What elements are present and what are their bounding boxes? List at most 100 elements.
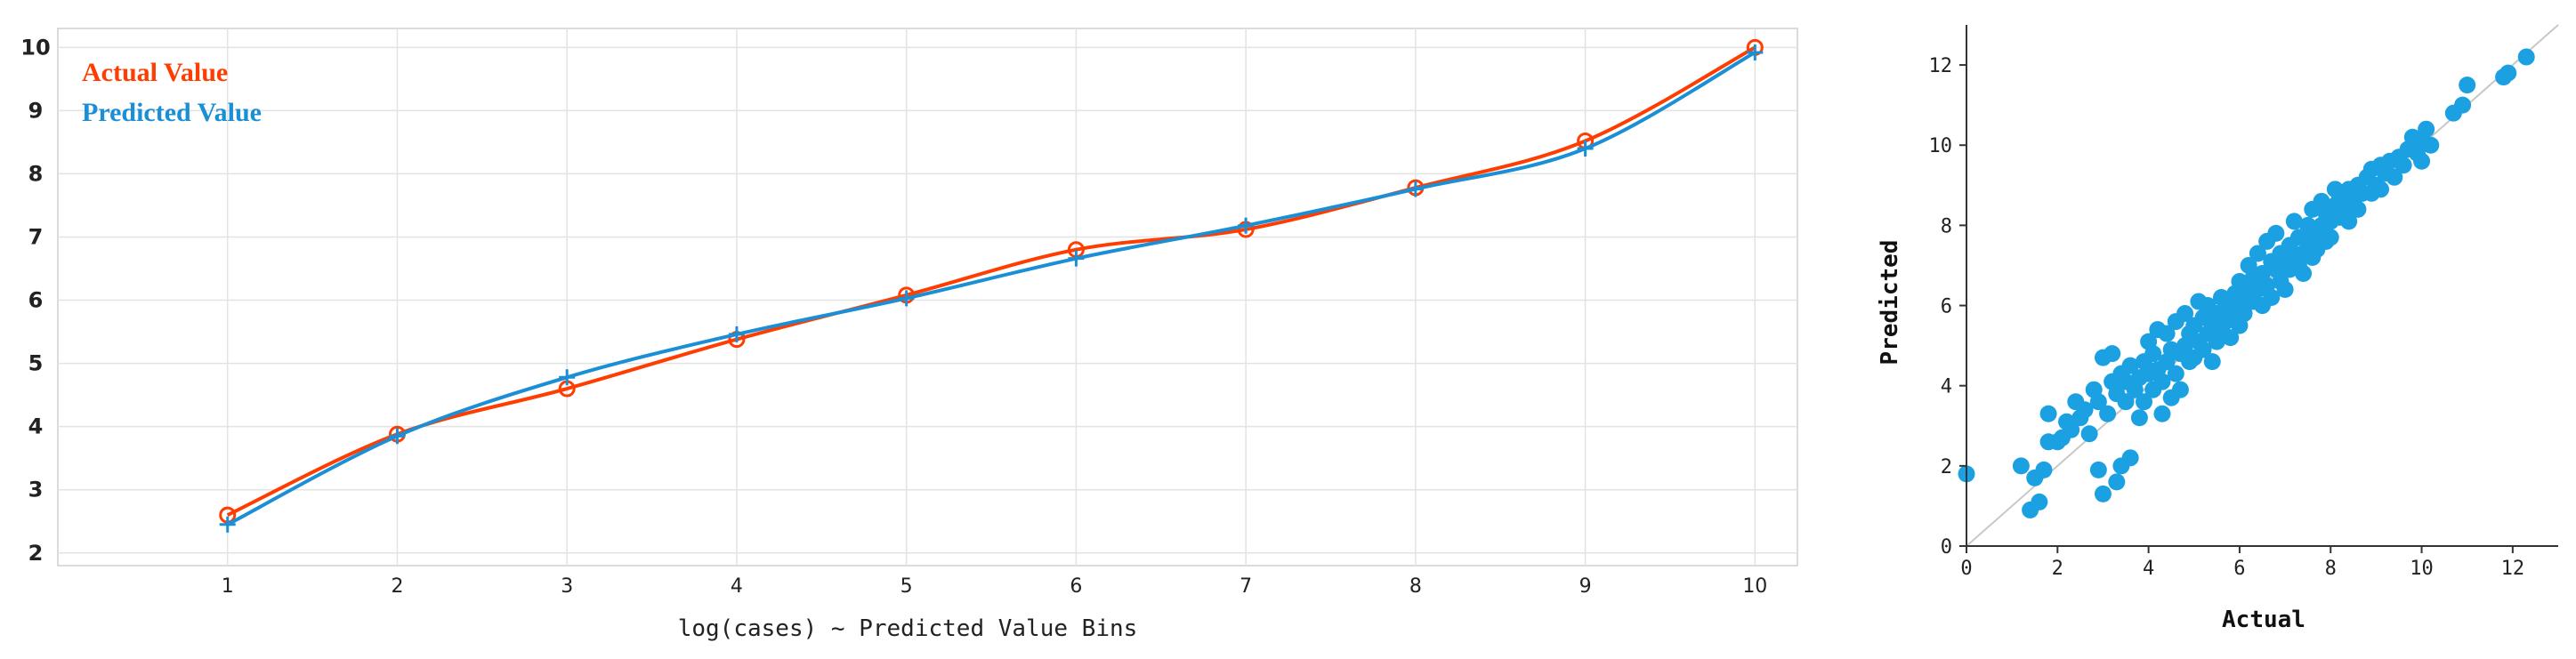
scatter-point [2089,461,2107,478]
series-line-predicted-value [226,51,1756,526]
scatter-point [2076,401,2094,419]
scatter-point [2158,325,2176,342]
point-predicted-value [559,369,576,386]
scatter-point [2372,181,2389,198]
scatter-point [2039,405,2057,422]
x-tick-label: 5 [900,575,913,598]
line-y-ticks: 2 3 4 5 6 7 8 9 10 [20,35,50,565]
y-tick-label: 4 [28,414,44,439]
scatter-point [2349,200,2367,218]
y-tick-label: 12 [1929,55,1953,77]
scatter-point [2249,245,2266,262]
scatter-point [2080,425,2098,443]
y-tick-label: 3 [28,478,44,502]
x-tick-label: 2 [2052,558,2063,580]
y-tick-label: 6 [1941,296,1952,318]
scatter-point [2035,461,2053,478]
line-x-axis-label: log(cases) ~ Predicted Value Bins [678,615,1138,642]
scatter-point [2267,224,2285,242]
scatter-point [2089,393,2107,411]
x-tick-label: 9 [1579,575,1592,598]
x-tick-label: 8 [1409,575,1422,598]
y-tick-label: 8 [1941,215,1952,237]
scatter-y-ticks: 0 2 4 6 8 10 12 [1929,55,1966,559]
scatter-point [2099,405,2117,422]
scatter-point [2108,473,2126,491]
y-tick-label: 4 [1941,376,1952,398]
scatter-points [1958,48,2535,518]
x-tick-label: 0 [1960,558,1972,580]
point-predicted-value [1747,44,1764,61]
line-chart: 2 3 4 5 6 7 8 9 10 1 2 3 4 5 6 7 8 9 10 Actual Value Pred… [20,28,1798,642]
scatter-point [2012,457,2030,475]
scatter-point [2422,136,2440,154]
y-tick-label: 10 [1929,135,1953,157]
legend-actual-value: Actual Value [82,58,228,87]
x-tick-label: 12 [2501,558,2525,580]
scatter-point [2459,76,2476,94]
scatter-point [2063,421,2080,438]
y-tick-label: 9 [28,98,44,123]
point-predicted-value [1407,181,1424,197]
y-tick-label: 10 [20,35,50,60]
scatter-point [2136,393,2152,411]
scatter-point [2340,213,2358,230]
y-tick-label: 2 [28,541,44,566]
scatter-point [2517,48,2535,66]
scatter-point [2263,289,2281,307]
series-line-actual-value [226,45,1756,517]
scatter-point [2454,96,2472,114]
scatter-point [2104,345,2121,363]
y-tick-label: 2 [1941,456,1952,478]
scatter-point [2130,409,2148,427]
x-tick-label: 8 [2325,558,2337,580]
x-tick-label: 3 [561,575,573,598]
y-tick-label: 6 [28,288,44,313]
scatter-point [2418,120,2435,138]
scatter-point [2222,329,2240,347]
point-predicted-value [1577,141,1594,157]
scatter-point [2121,449,2139,467]
scatter-point [2394,157,2412,174]
scatter-point [2295,264,2313,282]
x-tick-label: 6 [1070,575,1082,598]
scatter-chart: 0 2 4 6 8 10 12 0 2 4 6 8 10 12 Actual Predicted [1877,24,2559,633]
scatter-point [2144,345,2162,363]
scatter-point [2413,152,2431,170]
scatter-point [2167,365,2184,382]
point-predicted-value [728,325,745,342]
x-tick-label: 10 [2410,558,2434,580]
x-tick-label: 1 [222,575,234,598]
y-tick-label: 7 [28,224,44,249]
x-tick-label: 4 [2143,558,2154,580]
scatter-point [2153,405,2171,422]
point-predicted-value [219,516,236,533]
point-predicted-value [1238,217,1255,234]
x-tick-label: 10 [1742,575,1767,598]
scatter-point [2171,381,2189,398]
line-legend: Actual Value Predicted Value [82,58,262,127]
scatter-point [2031,493,2048,510]
x-tick-label: 7 [1240,575,1252,598]
scatter-point [2153,373,2171,390]
scatter-point [2499,64,2517,82]
point-predicted-value [898,290,915,307]
scatter-x-axis-label: Actual [2222,607,2305,633]
legend-predicted-value: Predicted Value [82,98,262,127]
line-plot-area [57,28,1798,567]
scatter-y-axis-label: Predicted [1877,240,1903,366]
scatter-point [2121,357,2139,374]
scatter-point [2322,229,2339,246]
scatter-point [2386,168,2403,186]
x-tick-label: 2 [391,575,403,598]
y-tick-label: 5 [28,351,44,376]
x-tick-label: 4 [731,575,743,598]
scatter-point [2285,213,2303,230]
scatter-point [2176,305,2194,323]
point-predicted-value [1068,250,1085,267]
y-tick-label: 8 [28,161,44,186]
scatter-point [2276,281,2294,299]
y-tick-label: 0 [1941,536,1952,559]
line-x-ticks: 1 2 3 4 5 6 7 8 9 10 [222,575,1768,598]
